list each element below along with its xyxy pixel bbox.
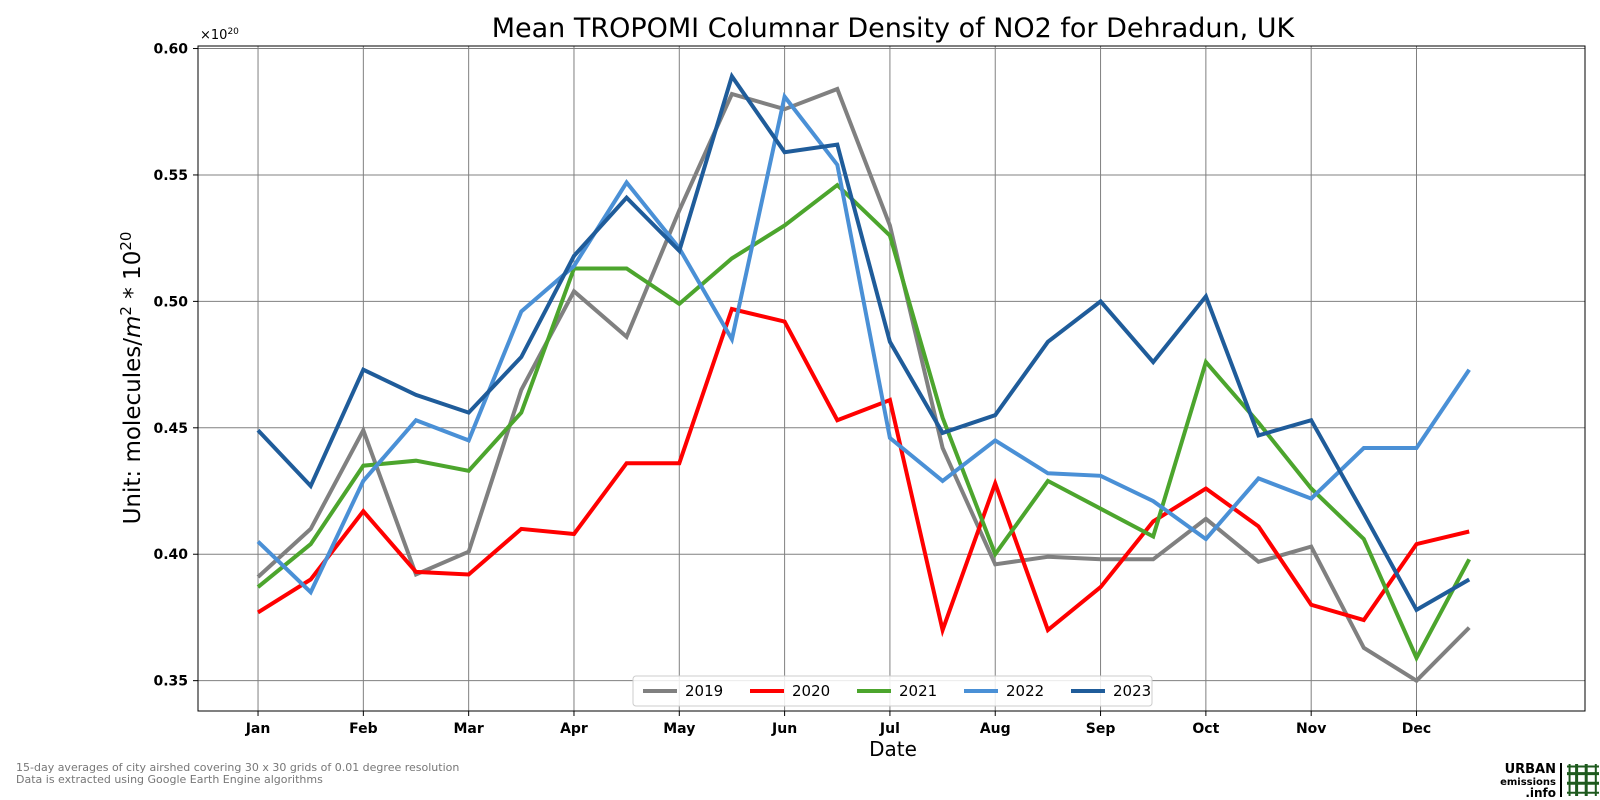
y-axis-ticks: 0.35 0.40 0.45 0.50 0.55 0.60 [153,42,198,690]
legend-label-2020: 2020 [792,682,830,700]
x-tick-label: Jan [245,721,271,737]
x-tick-label: Apr [560,721,588,737]
legend-box [632,675,1153,707]
x-tick-label: Jul [879,721,900,737]
y-axis-label: Unit: molecules/m2 * 1020 [117,232,146,525]
x-tick-label: May [663,721,695,737]
logo-line-1: URBAN [1505,762,1556,777]
x-tick-label: Feb [349,721,378,737]
plot-frame [197,45,1586,712]
x-tick-label: Mar [454,721,484,737]
legend: 2019 2020 2021 2022 2023 [632,675,1153,707]
urban-emissions-logo: URBAN emissions .info [1500,762,1599,800]
logo-line-3: .info [1525,786,1556,800]
y-axis-multiplier: ×1020 [200,27,239,43]
x-tick-label: Aug [980,721,1011,737]
legend-label-2023: 2023 [1113,682,1151,700]
footnote-line-1: 15-day averages of city airshed covering… [16,761,459,774]
series-line-2022 [256,91,1471,596]
y-tick-label: 0.40 [153,547,188,563]
y-tick-label: 0.35 [153,674,188,690]
x-axis-label: Date [869,737,917,761]
grid [198,46,1585,711]
series-line-2023 [256,71,1471,613]
series-lines [256,71,1471,684]
x-tick-label: Dec [1402,721,1431,737]
grid-logo-icon [1567,764,1599,796]
legend-label-2021: 2021 [899,682,937,700]
y-tick-label: 0.60 [153,42,188,58]
logo-line-2: emissions [1500,777,1556,788]
x-tick-label: Oct [1192,721,1219,737]
y-tick-label: 0.50 [153,294,188,310]
y-tick-label: 0.45 [153,421,188,437]
series-line-2020 [256,306,1470,638]
series-line-2021 [256,182,1471,663]
x-tick-label: Sep [1086,721,1116,737]
series-line-2019 [256,86,1471,684]
y-tick-label: 0.55 [153,168,188,184]
x-axis-ticks: Jan Feb Mar Apr May Jun Jul Aug Sep Oct Nov Dec [245,711,1431,737]
footnote-line-2: Data is extracted using Google Earth Eng… [16,773,323,786]
x-tick-label: Nov [1296,721,1326,737]
chart-title: Mean TROPOMI Columnar Density of NO2 for… [492,13,1296,44]
x-tick-label: Jun [771,721,797,737]
legend-label-2022: 2022 [1006,682,1044,700]
legend-label-2019: 2019 [685,682,723,700]
